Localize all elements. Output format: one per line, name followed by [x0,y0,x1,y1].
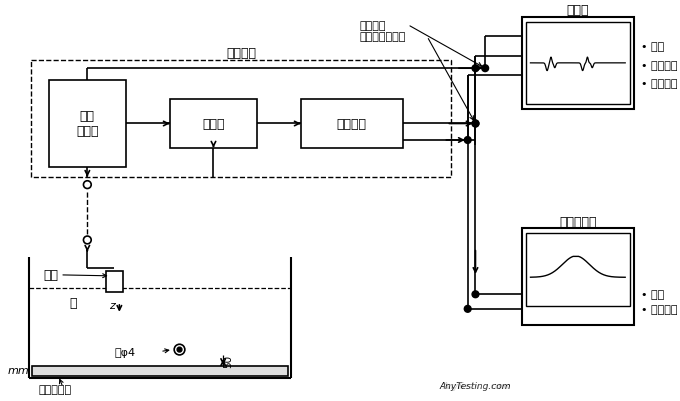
Text: • 选通信号: • 选通信号 [641,304,678,314]
Circle shape [472,66,479,73]
Bar [106,271,123,293]
Text: 频率分析仪: 频率分析仪 [559,215,596,229]
Circle shape [464,137,471,144]
Text: 探头: 探头 [44,269,58,282]
Bar [31,61,452,177]
Text: 接收机: 接收机 [202,118,224,131]
Text: AnyTesting.com: AnyTesting.com [440,381,511,390]
Text: AnyTesting.com: AnyTesting.com [442,381,509,390]
Text: mm: mm [7,365,29,375]
Text: 选通闸门: 选通闸门 [337,118,367,131]
Bar [48,81,126,168]
Bar [526,233,630,306]
Text: 50: 50 [223,354,233,367]
Text: 平面反射体: 平面反射体 [39,385,72,395]
Text: 超声仪器: 超声仪器 [226,47,256,60]
Bar [170,100,257,148]
Bar [32,366,288,376]
Circle shape [481,66,488,73]
Circle shape [472,291,479,298]
Bar [301,100,403,148]
Text: • 同步: • 同步 [641,290,664,300]
Bar [522,229,634,326]
Text: z: z [109,300,114,310]
Circle shape [464,306,471,312]
Text: 闸门选通后信号: 闸门选通后信号 [359,32,405,42]
Circle shape [177,347,182,352]
Text: 脉冲
发生器: 脉冲 发生器 [76,110,99,138]
Bar [526,22,630,105]
Text: 球φ4: 球φ4 [115,346,136,356]
Text: • 接收信号: • 接收信号 [641,79,678,89]
Circle shape [472,121,479,128]
Text: 示波器: 示波器 [566,4,589,17]
Text: 水: 水 [70,296,78,309]
Text: • 选通信号: • 选通信号 [641,61,678,71]
Text: • 同步: • 同步 [641,42,664,52]
Circle shape [472,121,479,128]
Bar [522,18,634,109]
Text: 接收信号: 接收信号 [359,20,386,30]
